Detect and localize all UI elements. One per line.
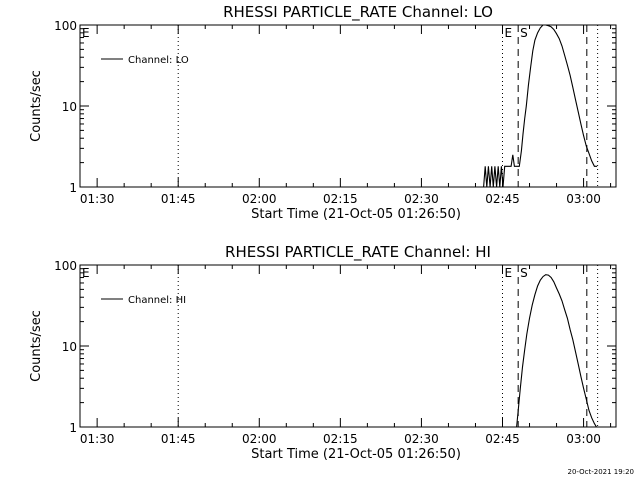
x-tick-label: 02:45: [485, 192, 520, 206]
legend-label: Channel: HI: [128, 295, 186, 306]
x-axis-label: Start Time (21-Oct-05 01:26:50): [251, 207, 461, 222]
y-tick-label: 1: [69, 421, 77, 435]
x-tick-label: 01:45: [161, 192, 196, 206]
plot-frame: [79, 264, 617, 428]
y-tick-label: 10: [62, 100, 77, 114]
x-tick-label: 02:00: [242, 432, 277, 446]
x-tick-label: 02:15: [323, 192, 358, 206]
plot-frame: [79, 24, 617, 188]
legend-label: Channel: LO: [128, 55, 189, 66]
series-line-1: [516, 274, 597, 428]
chart-panel-2: RHESSI PARTICLE_RATE Channel: HI 1 10 100 01…: [29, 243, 617, 462]
event-marker-label: S: [520, 266, 528, 280]
event-marker-label: E: [82, 26, 90, 40]
event-marker-label: E: [82, 266, 90, 280]
y-tick-label: 100: [54, 19, 77, 33]
x-tick-label: 01:45: [161, 432, 196, 446]
x-tick-label: 03:00: [566, 192, 601, 206]
event-marker-label: E: [504, 266, 512, 280]
x-tick-label: 01:30: [80, 192, 115, 206]
chart-panel-1: RHESSI PARTICLE_RATE Channel: LO 1 10 100 01…: [29, 3, 617, 222]
x-tick-label: 02:30: [404, 432, 439, 446]
y-axis-label: Counts/sec: [29, 70, 44, 142]
series-line-1: [483, 24, 598, 188]
y-axis-label: Counts/sec: [29, 310, 44, 382]
chart-title: RHESSI PARTICLE_RATE Channel: LO: [223, 3, 493, 22]
x-tick-label: 02:30: [404, 192, 439, 206]
footer-timestamp: 20-Oct-2021 19:20: [568, 468, 634, 476]
x-tick-label: 01:30: [80, 432, 115, 446]
chart-title: RHESSI PARTICLE_RATE Channel: HI: [225, 243, 491, 262]
x-tick-label: 03:00: [566, 432, 601, 446]
y-tick-label: 100: [54, 259, 77, 273]
x-axis-label: Start Time (21-Oct-05 01:26:50): [251, 447, 461, 462]
event-marker-label: S: [520, 26, 528, 40]
x-tick-label: 02:15: [323, 432, 358, 446]
x-tick-label: 02:45: [485, 432, 520, 446]
event-marker-label: E: [504, 26, 512, 40]
y-tick-label: 1: [69, 181, 77, 195]
x-tick-label: 02:00: [242, 192, 277, 206]
y-tick-label: 10: [62, 340, 77, 354]
